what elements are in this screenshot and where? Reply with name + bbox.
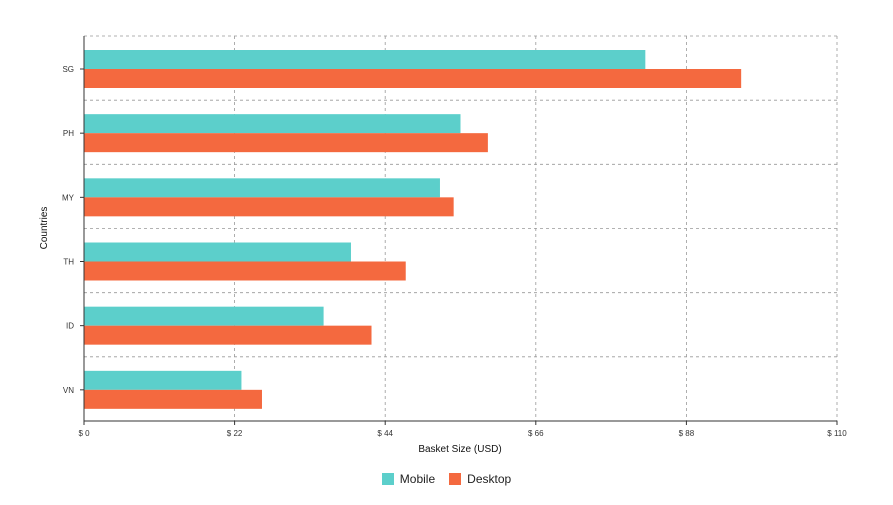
x-tick-label: $ 44 [377, 429, 393, 438]
bar-mobile-sg [84, 50, 646, 69]
y-axis-title: Countries [39, 207, 50, 250]
bar-desktop-vn [84, 389, 262, 409]
bar-desktop-sg [84, 69, 742, 88]
legend: Mobile Desktop [0, 472, 893, 486]
legend-swatch-mobile [381, 473, 394, 485]
x-tick-label: $ 110 [827, 429, 847, 438]
axes [80, 36, 838, 425]
bar-desktop-id [84, 325, 372, 345]
y-tick-label: VN [63, 386, 74, 395]
y-tick-label: ID [66, 322, 74, 331]
bar-mobile-my [84, 178, 440, 198]
y-tick-label: PH [63, 129, 74, 138]
bar-mobile-vn [84, 370, 242, 390]
legend-swatch-desktop [449, 473, 462, 485]
bar-mobile-id [84, 306, 324, 326]
x-tick-label: $ 66 [528, 429, 544, 438]
bar-mobile-ph [84, 114, 461, 134]
legend-label-desktop: Desktop [467, 472, 512, 486]
y-tick-labels: SG PH MY TH ID VN [62, 65, 75, 395]
bars [84, 50, 742, 409]
legend-label-mobile: Mobile [399, 472, 436, 486]
legend-item-mobile[interactable]: Mobile [381, 472, 436, 486]
y-tick-label: MY [62, 193, 75, 202]
x-tick-labels: $ 0 $ 22 $ 44 $ 66 $ 88 $ 110 [78, 429, 847, 438]
x-tick-label: $ 0 [78, 429, 90, 438]
grid-lines [84, 35, 838, 421]
bar-mobile-th [84, 242, 351, 262]
x-axis-title: Basket Size (USD) [418, 444, 501, 455]
x-tick-label: $ 22 [227, 429, 243, 438]
bar-desktop-ph [84, 133, 488, 153]
bar-desktop-my [84, 197, 454, 217]
legend-item-desktop[interactable]: Desktop [449, 472, 511, 486]
bar-desktop-th [84, 261, 406, 281]
y-tick-label: TH [63, 258, 74, 267]
x-tick-label: $ 88 [679, 429, 695, 438]
y-tick-label: SG [62, 65, 74, 74]
